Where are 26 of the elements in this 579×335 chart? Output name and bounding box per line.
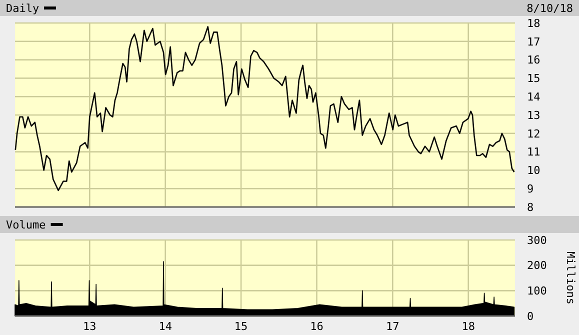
y-tick-label: 200 xyxy=(527,259,547,272)
y-tick-label: 12 xyxy=(527,127,540,140)
y-tick-label: 8 xyxy=(527,200,534,214)
y-tick-label: 17 xyxy=(527,35,540,48)
y-tick-label: 300 xyxy=(527,234,547,247)
y-tick-label: 14 xyxy=(527,90,541,104)
x-tick-label: 18 xyxy=(462,320,475,333)
legend-label: Volume xyxy=(6,218,46,232)
y-tick-label: 0 xyxy=(527,310,534,323)
y-tick-label: 18 xyxy=(527,16,540,30)
y-tick-label: 11 xyxy=(527,146,540,159)
line-series xyxy=(14,26,515,192)
y-axis-title: Millions xyxy=(564,252,577,304)
text: 8/10/18 xyxy=(526,2,573,15)
y-tick-label: 10 xyxy=(527,164,540,178)
y-tick-label: 15 xyxy=(527,72,540,86)
y-tick-label: 9 xyxy=(527,182,534,196)
x-tick-label: 17 xyxy=(386,320,400,333)
y-tick-label: 16 xyxy=(527,54,540,67)
x-tick-label: 15 xyxy=(234,320,248,333)
legend-label: Daily xyxy=(6,2,40,15)
x-tick-label: 14 xyxy=(158,320,172,333)
x-tick-label: 13 xyxy=(83,320,96,333)
y-tick-label: 100 xyxy=(527,284,547,298)
y-tick-label: 13 xyxy=(527,108,540,122)
x-tick-label: 16 xyxy=(310,320,324,333)
